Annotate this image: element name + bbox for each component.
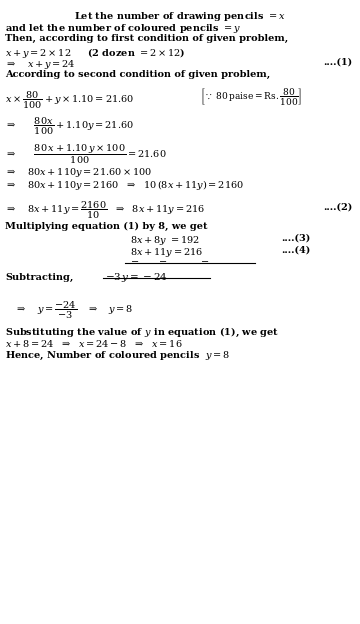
Text: $8x + 11y = 216$: $8x + 11y = 216$ [130, 246, 203, 259]
Text: $x \times \dfrac{80}{100} + y \times 1.10 = 21.60$: $x \times \dfrac{80}{100} + y \times 1.1… [5, 90, 134, 111]
Text: $\left[\because\ 80\,\mathrm{paise}{=}\mathrm{Rs.}\dfrac{80}{100}\right]$: $\left[\because\ 80\,\mathrm{paise}{=}\m… [200, 86, 302, 107]
Text: Then, according to first condition of given problem,: Then, according to first condition of gi… [5, 34, 288, 43]
Text: $\Rightarrow$   $y = \dfrac{-24}{-3}$   $\Rightarrow$   $y = 8$: $\Rightarrow$ $y = \dfrac{-24}{-3}$ $\Ri… [15, 300, 133, 321]
Text: Substituting the value of $y$ in equation (1), we get: Substituting the value of $y$ in equatio… [5, 326, 279, 339]
Text: $x + 8 = 24$  $\Rightarrow$  $x = 24 - 8$  $\Rightarrow$  $x = 16$: $x + 8 = 24$ $\Rightarrow$ $x = 24 - 8$ … [5, 338, 183, 349]
Text: $\Rightarrow$   $80x + 110y = 21.60 \times 100$: $\Rightarrow$ $80x + 110y = 21.60 \times… [5, 166, 153, 179]
Text: ....(4): ....(4) [281, 246, 310, 255]
Text: $-3\,y = -24$: $-3\,y = -24$ [105, 271, 168, 284]
Text: ....(1): ....(1) [323, 58, 352, 67]
Text: $-$      $-$          $-$: $-$ $-$ $-$ [130, 258, 210, 267]
Text: Hence, Number of coloured pencils  $y = 8$: Hence, Number of coloured pencils $y = 8… [5, 350, 230, 362]
Text: $8x + 8y \ = 192$: $8x + 8y \ = 192$ [130, 234, 200, 247]
Text: and let the number of coloured pencils $= y$: and let the number of coloured pencils $… [5, 22, 241, 35]
Text: Multiplying equation (1) by 8, we get: Multiplying equation (1) by 8, we get [5, 222, 207, 231]
Text: ....(2): ....(2) [323, 203, 352, 212]
Text: $\Rightarrow$     $\dfrac{80\,x + 1.10\,y \times 100}{100} = 21.60$: $\Rightarrow$ $\dfrac{80\,x + 1.10\,y \t… [5, 143, 167, 166]
Text: Subtracting,: Subtracting, [5, 273, 73, 282]
Text: $x + y = 2 \times 12$     (2 dozen $= 2 \times 12$): $x + y = 2 \times 12$ (2 dozen $= 2 \tim… [5, 46, 185, 60]
Text: ....(3): ....(3) [281, 234, 310, 243]
Text: $\Rightarrow$   $80x + 110y = 2160$  $\Rightarrow$  $10\,(8x + 11y) = 2160$: $\Rightarrow$ $80x + 110y = 2160$ $\Righ… [5, 178, 244, 192]
Text: $\Rightarrow$   $8x + 11y = \dfrac{2160}{10}$  $\Rightarrow$  $8x + 11y = 216$: $\Rightarrow$ $8x + 11y = \dfrac{2160}{1… [5, 200, 205, 221]
Text: $\Rightarrow$     $\dfrac{80x}{100} + 1.10y = 21.60$: $\Rightarrow$ $\dfrac{80x}{100} + 1.10y … [5, 116, 134, 137]
Text: According to second condition of given problem,: According to second condition of given p… [5, 70, 270, 79]
Text: Let the number of drawing pencils $= x$: Let the number of drawing pencils $= x$ [74, 10, 286, 23]
Text: $\Rightarrow$   $x + y = 24$: $\Rightarrow$ $x + y = 24$ [5, 58, 76, 71]
